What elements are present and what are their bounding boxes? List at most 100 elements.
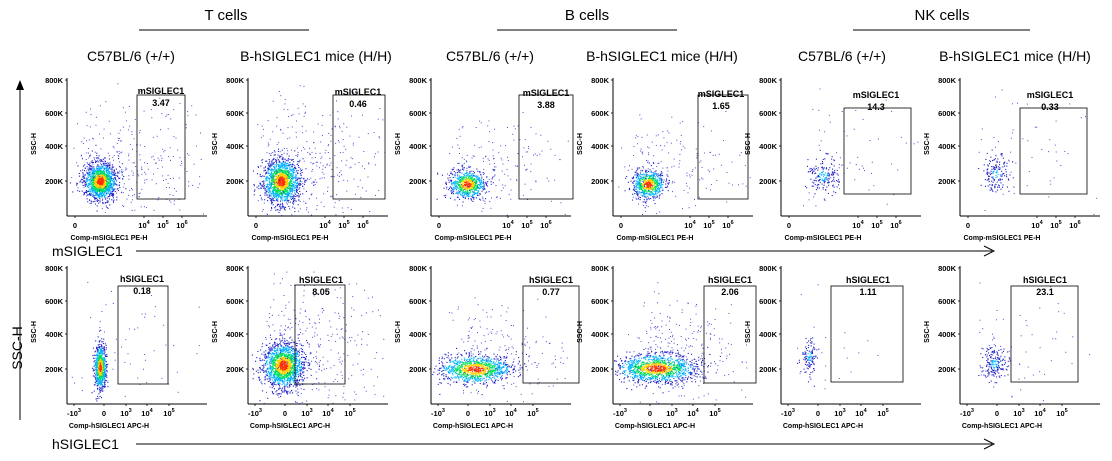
data-point [280,193,282,195]
data-point [253,190,255,192]
data-point [644,182,646,184]
data-point [474,181,476,183]
data-point [288,116,290,118]
data-point [276,125,278,127]
data-point [113,173,115,175]
data-point [122,192,124,194]
data-point [455,180,457,182]
data-point [167,174,169,176]
data-point [114,188,116,190]
data-point [263,180,265,182]
data-point [658,187,660,189]
data-point [287,177,289,179]
data-point [640,194,642,196]
data-point [639,167,641,169]
data-point [121,169,123,171]
data-point [636,172,638,174]
data-point [345,148,347,150]
data-point [658,183,660,185]
data-point [321,135,323,137]
data-point [100,178,102,180]
data-point [462,187,464,189]
data-point [298,183,300,185]
data-point [104,160,106,162]
data-point [297,204,299,206]
data-point [169,178,171,179]
data-point [114,178,116,180]
data-point [109,184,111,186]
data-point [645,189,647,191]
data-point [95,176,97,178]
data-point [202,213,204,215]
data-point [260,187,262,189]
data-point [297,107,299,109]
data-point [95,161,97,163]
data-point [650,187,652,189]
data-point [461,188,463,190]
data-point [286,196,288,198]
data-point [269,183,271,185]
data-point [283,179,285,181]
data-point [110,192,112,194]
data-point [299,201,301,202]
data-point [291,183,293,185]
data-point [102,183,104,185]
data-point [490,183,492,185]
data-point [105,175,107,177]
data-point [107,189,109,191]
data-point [271,164,273,166]
data-point [471,195,473,197]
data-point [377,118,379,120]
data-point [460,184,462,186]
data-point [481,181,483,183]
data-point [289,190,291,192]
data-point [100,183,102,185]
data-point [292,158,294,160]
data-point [493,170,495,172]
data-point [337,118,339,120]
data-point [263,183,265,185]
data-point [266,186,268,188]
data-point [278,174,280,176]
data-point [264,188,266,190]
data-point [100,176,102,178]
data-point [496,196,497,198]
data-point [471,196,473,198]
data-point [466,173,468,175]
data-point [261,187,263,189]
data-point [689,176,691,178]
data-point [296,120,298,122]
data-point [302,147,304,149]
data-point [285,176,287,178]
data-point [375,194,376,196]
data-point [99,159,101,161]
data-point [648,180,650,182]
y-axis-arrowhead [16,80,24,90]
data-point [643,190,645,192]
data-point [461,127,463,129]
data-point [88,169,90,171]
data-point [321,156,323,158]
data-point [99,169,101,171]
data-point [87,190,89,192]
data-point [470,185,472,187]
data-point [282,161,284,163]
data-point [94,162,96,164]
data-point [96,188,98,190]
data-point [710,130,712,132]
data-point [277,150,279,152]
data-point [279,169,281,171]
data-point [665,180,667,182]
data-point [283,176,285,178]
data-point [287,178,289,180]
data-point [276,157,278,159]
data-point [96,179,98,181]
data-point [323,206,325,208]
data-point [291,115,293,117]
data-point [284,200,286,202]
data-point [76,183,78,185]
data-point [474,144,476,146]
data-point [97,175,99,177]
data-point [278,186,280,188]
